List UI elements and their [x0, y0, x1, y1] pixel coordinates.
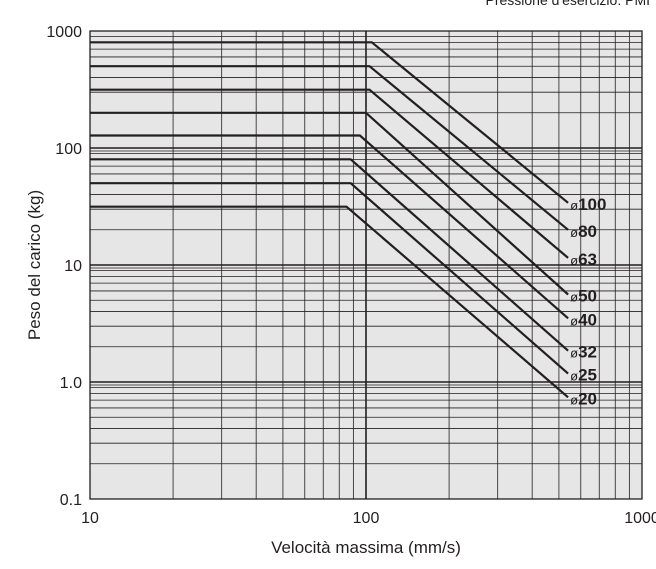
- tick-labels: 10 100 1000 0.1 1.0 10 100 1000: [46, 24, 656, 527]
- series-label-32: ø32: [570, 343, 597, 362]
- series-label-20: ø20: [570, 389, 597, 408]
- series-line-32: [90, 158, 569, 352]
- series-label-value: 100: [578, 195, 606, 214]
- x-tick-label: 10: [81, 510, 99, 527]
- x-axis-title: Velocità massima (mm/s): [271, 538, 461, 557]
- plot-frame: [89, 30, 643, 500]
- series-label-value: 50: [578, 286, 597, 305]
- pressure-note: Pressione d'esercizio: PMI: [485, 0, 650, 8]
- series-label-value: 20: [578, 389, 597, 408]
- diameter-symbol: ø: [570, 346, 578, 361]
- series-label-40: ø40: [570, 310, 597, 329]
- y-tick-label: 1000: [46, 24, 82, 41]
- series-label-value: 25: [578, 366, 597, 385]
- diameter-symbol: ø: [570, 392, 578, 407]
- series-label-value: 80: [578, 222, 597, 241]
- series-lines: [90, 41, 569, 399]
- series-line-20: [90, 205, 569, 399]
- series-label-value: 32: [578, 343, 597, 362]
- x-tick-label: 1000: [624, 510, 656, 527]
- series-label-63: ø63: [570, 250, 597, 269]
- diameter-symbol: ø: [570, 369, 578, 384]
- series-label-50: ø50: [570, 286, 597, 305]
- series-line-100: [90, 41, 569, 204]
- series-label-value: 40: [578, 310, 597, 329]
- grid: [90, 31, 642, 499]
- series-line-63: [90, 88, 569, 259]
- diameter-symbol: ø: [570, 289, 578, 304]
- series-label-25: ø25: [570, 366, 597, 385]
- series-label-80: ø80: [570, 222, 597, 241]
- y-tick-label: 100: [55, 141, 82, 158]
- y-tick-label: 0.1: [60, 492, 82, 509]
- x-tick-label: 100: [353, 510, 380, 527]
- series-line-25: [90, 182, 569, 375]
- diameter-symbol: ø: [570, 313, 578, 328]
- y-axis-title: Peso del carico (kg): [25, 190, 44, 340]
- series-label-value: 63: [578, 250, 597, 269]
- diameter-symbol: ø: [570, 225, 578, 240]
- series-line-50: [90, 111, 569, 296]
- series-label-100: ø100: [570, 195, 606, 214]
- series-line-80: [90, 65, 569, 231]
- series-line-40: [90, 134, 569, 320]
- y-tick-label: 1.0: [60, 375, 82, 392]
- diameter-symbol: ø: [570, 198, 578, 213]
- diameter-symbol: ø: [570, 253, 578, 268]
- y-tick-label: 10: [64, 258, 82, 275]
